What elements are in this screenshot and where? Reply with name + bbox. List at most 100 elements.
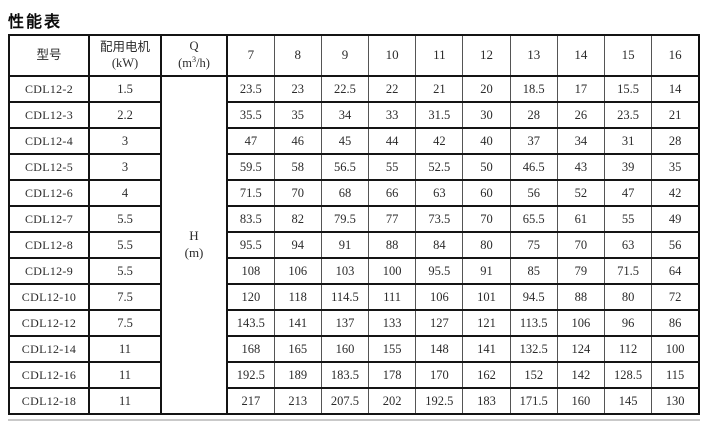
header-motor-power: 配用电机 (kW) bbox=[88, 34, 162, 77]
table-row-CDL12-5: CDL12-5 3 59.5 58 56.5 55 52.5 50 46.5 43 39 35 bbox=[8, 153, 700, 181]
head-value-cell: 108 bbox=[226, 257, 275, 285]
table-row-CDL12-18: CDL12-18 11 217 213 207.5 202 192.5 183 171.5 160… bbox=[8, 387, 700, 415]
head-value-cell: 35.5 bbox=[226, 101, 275, 129]
head-value-cell: 165 bbox=[273, 335, 322, 363]
head-value-cell: 91 bbox=[462, 257, 511, 285]
head-value-cell: 50 bbox=[462, 153, 511, 181]
motor-power-cell: 3 bbox=[88, 127, 162, 155]
table-row-CDL12-4: CDL12-4 3 47 46 45 44 42 40 37 34 31 28 bbox=[8, 127, 700, 155]
header-flow-7: 7 bbox=[226, 34, 275, 77]
head-value-cell: 59.5 bbox=[226, 153, 275, 181]
head-value-cell: 96 bbox=[603, 309, 653, 337]
head-value-cell: 192.5 bbox=[226, 361, 275, 389]
head-value-cell: 56 bbox=[509, 179, 558, 207]
head-value-cell: 21 bbox=[415, 75, 464, 103]
head-value-cell: 34 bbox=[320, 101, 370, 129]
head-value-cell: 160 bbox=[320, 335, 370, 363]
head-value-cell: 23.5 bbox=[603, 101, 653, 129]
motor-power-cell: 4 bbox=[88, 179, 162, 207]
model-cell: CDL12-14 bbox=[8, 335, 90, 363]
head-value-cell: 183 bbox=[462, 387, 511, 415]
head-value-cell: 14 bbox=[651, 75, 700, 103]
head-value-cell: 33 bbox=[368, 101, 417, 129]
motor-power-cell: 5.5 bbox=[88, 257, 162, 285]
table-row-CDL12-7: CDL12-7 5.5 83.5 82 79.5 77 73.5 70 65.5 61 55 49 bbox=[8, 205, 700, 233]
head-value-cell: 46.5 bbox=[509, 153, 558, 181]
head-value-cell: 65.5 bbox=[509, 205, 558, 233]
head-value-cell: 17 bbox=[556, 75, 606, 103]
motor-power-cell: 2.2 bbox=[88, 101, 162, 129]
head-value-cell: 160 bbox=[556, 387, 606, 415]
head-value-cell: 23.5 bbox=[226, 75, 275, 103]
head-value-cell: 115 bbox=[651, 361, 700, 389]
motor-power-cell: 11 bbox=[88, 387, 162, 415]
head-value-cell: 52.5 bbox=[415, 153, 464, 181]
header-q-unit: (m3/h) bbox=[178, 54, 210, 71]
head-value-cell: 162 bbox=[462, 361, 511, 389]
head-value-cell: 44 bbox=[368, 127, 417, 155]
head-value-cell: 30 bbox=[462, 101, 511, 129]
head-value-cell: 42 bbox=[415, 127, 464, 155]
model-cell: CDL12-3 bbox=[8, 101, 90, 129]
head-value-cell: 64 bbox=[651, 257, 700, 285]
head-value-cell: 28 bbox=[509, 101, 558, 129]
model-cell: CDL12-2 bbox=[8, 75, 90, 103]
header-flow-9: 9 bbox=[320, 34, 370, 77]
table-row-CDL12-10: CDL12-10 7.5 120 118 114.5 111 106 101 94.5 88 80 7… bbox=[8, 283, 700, 311]
performance-table: 型号 配用电机 (kW) Q (m3/h) 7 8 9 10 11 12 13 14 15 16 … bbox=[8, 34, 700, 415]
head-value-cell: 100 bbox=[651, 335, 700, 363]
head-value-cell: 111 bbox=[368, 283, 417, 311]
model-cell: CDL12-6 bbox=[8, 179, 90, 207]
header-flow-16: 16 bbox=[651, 34, 700, 77]
head-value-cell: 80 bbox=[603, 283, 653, 311]
head-value-cell: 40 bbox=[462, 127, 511, 155]
head-value-cell: 106 bbox=[273, 257, 322, 285]
head-value-cell: 141 bbox=[273, 309, 322, 337]
head-value-cell: 31.5 bbox=[415, 101, 464, 129]
head-value-cell: 28 bbox=[651, 127, 700, 155]
head-value-cell: 70 bbox=[462, 205, 511, 233]
head-value-cell: 43 bbox=[556, 153, 606, 181]
model-cell: CDL12-18 bbox=[8, 387, 90, 415]
motor-power-cell: 7.5 bbox=[88, 283, 162, 311]
model-cell: CDL12-7 bbox=[8, 205, 90, 233]
head-value-cell: 21 bbox=[651, 101, 700, 129]
head-value-cell: 61 bbox=[556, 205, 606, 233]
head-value-cell: 106 bbox=[556, 309, 606, 337]
head-value-cell: 77 bbox=[368, 205, 417, 233]
head-value-cell: 88 bbox=[368, 231, 417, 259]
head-unit-line2: (m) bbox=[184, 245, 204, 260]
table-row-CDL12-3: CDL12-3 2.2 35.5 35 34 33 31.5 30 28 26 23.5 21 bbox=[8, 101, 700, 129]
head-value-cell: 168 bbox=[226, 335, 275, 363]
head-value-cell: 47 bbox=[603, 179, 653, 207]
head-value-cell: 60 bbox=[462, 179, 511, 207]
head-value-cell: 192.5 bbox=[415, 387, 464, 415]
head-value-cell: 143.5 bbox=[226, 309, 275, 337]
table-row-CDL12-14: CDL12-14 11 168 165 160 155 148 141 132.5 124 112 1… bbox=[8, 335, 700, 363]
head-value-cell: 94.5 bbox=[509, 283, 558, 311]
model-cell: CDL12-8 bbox=[8, 231, 90, 259]
head-value-cell: 88 bbox=[556, 283, 606, 311]
head-value-cell: 84 bbox=[415, 231, 464, 259]
head-unit-line1: H bbox=[189, 228, 199, 244]
head-value-cell: 70 bbox=[273, 179, 322, 207]
header-flow-14: 14 bbox=[556, 34, 606, 77]
header-flow-15: 15 bbox=[603, 34, 653, 77]
table-row-CDL12-9: CDL12-9 5.5 108 106 103 100 95.5 91 85 79 71.5 64 bbox=[8, 257, 700, 285]
model-cell: CDL12-10 bbox=[8, 283, 90, 311]
head-value-cell: 71.5 bbox=[603, 257, 653, 285]
model-cell: CDL12-5 bbox=[8, 153, 90, 181]
head-value-cell: 155 bbox=[368, 335, 417, 363]
model-cell: CDL12-16 bbox=[8, 361, 90, 389]
head-value-cell: 52 bbox=[556, 179, 606, 207]
header-motor-line1: 配用电机 bbox=[99, 39, 150, 54]
head-value-cell: 118 bbox=[273, 283, 322, 311]
head-value-cell: 49 bbox=[651, 205, 700, 233]
motor-power-cell: 7.5 bbox=[88, 309, 162, 337]
motor-power-cell: 11 bbox=[88, 361, 162, 389]
table-body: CDL12-2 1.5 H (m) 23.5 23 22.5 22 21 20 18.5 17 15.5… bbox=[8, 75, 700, 415]
head-value-cell: 178 bbox=[368, 361, 417, 389]
head-value-cell: 133 bbox=[368, 309, 417, 337]
head-value-cell: 100 bbox=[368, 257, 417, 285]
header-flow-11: 11 bbox=[415, 34, 464, 77]
